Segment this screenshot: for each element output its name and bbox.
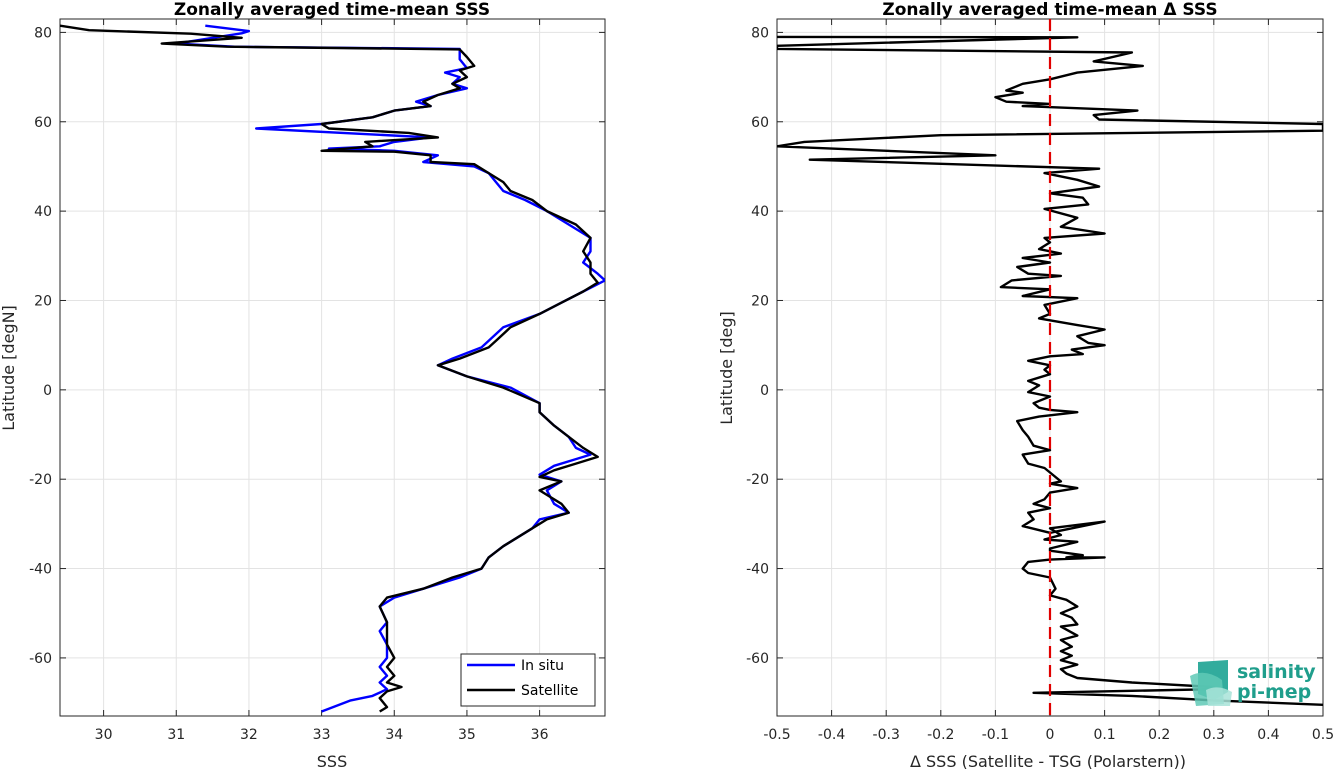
wave-logo-icon [1190, 660, 1232, 706]
delta-sss-y-tick-label: 40 [751, 204, 769, 220]
sss-y-axis-label: Latitude [degN] [0, 305, 18, 431]
delta-sss-x-tick-label: -0.2 [927, 727, 954, 743]
sss-y-tick-label: -40 [29, 562, 52, 578]
legend: In situ Satellite [460, 653, 596, 707]
delta-sss-x-tick-label: 0.3 [1203, 727, 1225, 743]
sss-x-tick-label: 36 [531, 727, 549, 743]
delta-sss-x-ticks: -0.5 -0.4 -0.3 -0.2 -0.1 0 0.1 0.2 0.3 0.4 0.5 [763, 19, 1334, 743]
logo-text-pi-mep: pi-mep [1237, 681, 1311, 703]
legend-label-satellite: Satellite [521, 683, 578, 699]
delta-sss-y-tick-label: -40 [746, 562, 769, 578]
delta-sss-x-tick-label: -0.3 [873, 727, 900, 743]
sss-y-tick-label: 20 [34, 293, 52, 309]
sss-x-tick-label: 30 [95, 727, 113, 743]
delta-sss-x-tick-label: -0.4 [818, 727, 845, 743]
delta-sss-y-tick-label: 0 [760, 383, 769, 399]
delta-sss-panel: Zonally averaged time-mean Δ SSS -0.5 -0.… [717, 0, 1334, 769]
sss-panel-title: Zonally averaged time-mean SSS [174, 0, 490, 20]
delta-sss-x-tick-label: 0.5 [1312, 727, 1334, 743]
delta-sss-y-tick-label: 60 [751, 115, 769, 131]
delta-sss-y-tick-label: 20 [751, 293, 769, 309]
sss-x-tick-label: 32 [240, 727, 258, 743]
delta-sss-series-line-delta [777, 35, 1323, 706]
delta-sss-x-axis-label: Δ SSS (Satellite - TSG (Polarstern)) [910, 752, 1186, 769]
delta-sss-y-axis-label: Latitude [deg] [717, 311, 736, 425]
logo-text-salinity: salinity [1237, 661, 1316, 683]
delta-sss-x-tick-label: 0 [1046, 727, 1055, 743]
sss-y-tick-label: 60 [34, 115, 52, 131]
sss-series-line-in-situ [175, 24, 605, 713]
legend-box [460, 653, 596, 707]
sss-y-tick-label: 0 [43, 383, 52, 399]
delta-sss-y-tick-label: -20 [746, 472, 769, 488]
sss-axes-frame [59, 18, 606, 717]
sss-x-tick-label: 34 [385, 727, 403, 743]
delta-sss-x-tick-label: 0.1 [1093, 727, 1115, 743]
sss-y-tick-label: 80 [34, 25, 52, 41]
delta-sss-x-tick-label: -0.5 [763, 727, 790, 743]
delta-sss-x-tick-label: 0.4 [1257, 727, 1279, 743]
sss-panel: Zonally averaged time-mean SSS 30 31 32 33 3… [0, 0, 606, 769]
delta-sss-panel-title: Zonally averaged time-mean Δ SSS [882, 0, 1217, 20]
sss-series-line-satellite [60, 24, 599, 713]
sss-x-tick-label: 31 [167, 727, 185, 743]
sss-y-tick-label: -60 [29, 651, 52, 667]
delta-sss-series [777, 35, 1323, 706]
sss-y-tick-label: -20 [29, 472, 52, 488]
delta-sss-y-tick-label: 80 [751, 25, 769, 41]
delta-sss-y-tick-label: -60 [746, 651, 769, 667]
sss-x-tick-label: 33 [313, 727, 331, 743]
delta-sss-y-ticks: -60 -40 -20 0 20 40 60 80 [746, 25, 1323, 667]
sss-x-ticks: 30 31 32 33 34 35 36 [95, 19, 549, 743]
sss-x-axis-label: SSS [317, 752, 347, 769]
legend-label-in-situ: In situ [521, 658, 564, 674]
delta-sss-x-tick-label: -0.1 [982, 727, 1009, 743]
salinity-pi-mep-logo: salinity pi-mep [1190, 660, 1316, 706]
sss-y-ticks: -60 -40 -20 0 20 40 60 80 [29, 25, 605, 667]
sss-y-tick-label: 40 [34, 204, 52, 220]
delta-sss-x-tick-label: 0.2 [1148, 727, 1170, 743]
sss-x-tick-label: 35 [458, 727, 476, 743]
sss-series [60, 24, 605, 713]
